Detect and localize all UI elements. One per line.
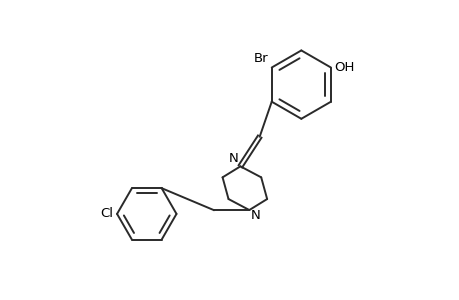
Text: Br: Br xyxy=(253,52,268,64)
Text: OH: OH xyxy=(334,61,354,74)
Text: Cl: Cl xyxy=(100,207,113,220)
Text: N: N xyxy=(229,152,238,165)
Text: N: N xyxy=(250,208,260,222)
